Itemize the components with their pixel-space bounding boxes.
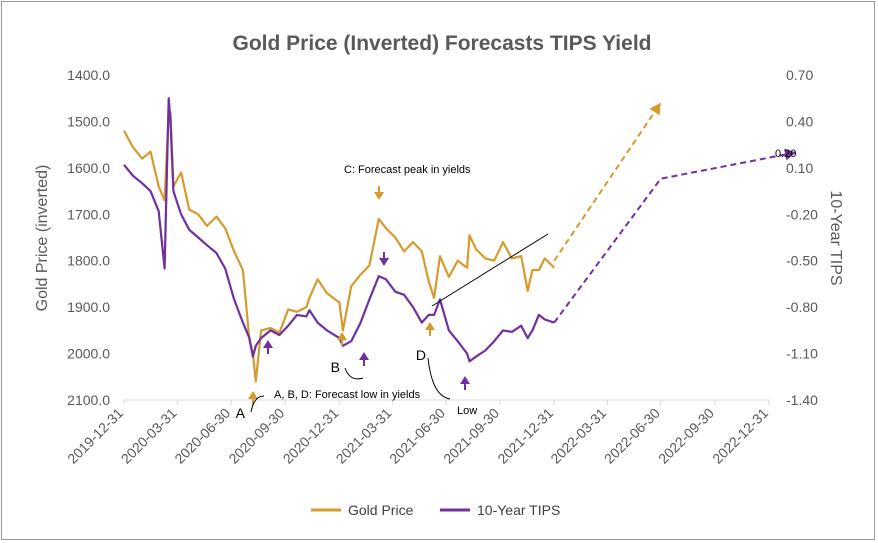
- annotation-layer: A B D A, B, D: Forecast low in yields C: For…: [236, 148, 797, 421]
- series-line-3: [553, 151, 797, 324]
- end-value-label: 0.20: [775, 148, 796, 160]
- x-tick-label: 2021-03-31: [333, 405, 395, 467]
- label-b: B: [331, 359, 340, 375]
- y-right-tick-label: -0.50: [786, 253, 818, 269]
- x-tick-label: 2020-06-30: [171, 405, 233, 467]
- legend-label-gold: Gold Price: [348, 502, 414, 518]
- y-right-tick-label: -1.10: [786, 346, 818, 362]
- y-axis-right: 0.70 0.40 0.10 -0.20 -0.50 -0.80 -1.10 -1.40: [786, 67, 818, 408]
- bracket-b: [344, 367, 364, 380]
- x-tick-label: 2020-12-31: [280, 405, 342, 467]
- x-tick-label: 2022-06-30: [601, 405, 663, 467]
- y-left-tick-label: 1900.0: [67, 299, 110, 315]
- y-axis-right-title: 10-Year TIPS: [827, 190, 844, 285]
- x-tick-label: 2020-03-31: [118, 405, 180, 467]
- series-layer: [123, 97, 797, 383]
- series-line-2: [553, 102, 662, 262]
- y-axis-left: 1400.0 1500.0 1600.0 1700.0 1800.0 1900.0 2000…: [67, 67, 110, 408]
- y-left-tick-label: 1700.0: [67, 206, 110, 222]
- x-tick-label: 2021-12-31: [494, 405, 556, 467]
- arrow-d-gold: [425, 322, 435, 330]
- label-d: D: [416, 347, 426, 363]
- x-tick-label: 2021-06-30: [386, 405, 448, 467]
- y-left-tick-label: 2100.0: [67, 392, 110, 408]
- y-right-tick-label: 0.10: [786, 160, 813, 176]
- trend-connector-line: [431, 233, 549, 307]
- series-line-0: [123, 110, 555, 383]
- bracket-a: [250, 395, 265, 413]
- arrow-a-tips: [263, 340, 273, 348]
- series-line-1: [123, 97, 555, 363]
- arrow-a-gold: [248, 391, 258, 399]
- tips-forecast-arrowhead: [784, 148, 797, 161]
- legend-label-tips: 10-Year TIPS: [477, 502, 560, 518]
- y-left-tick-label: 1500.0: [67, 113, 110, 129]
- bracket-d: [427, 357, 451, 400]
- arrow-c-tips: [379, 258, 389, 266]
- chart-title: Gold Price (Inverted) Forecasts TIPS Yie…: [233, 32, 652, 55]
- y-right-tick-label: 0.70: [786, 67, 813, 83]
- arrow-low-tips: [460, 376, 470, 384]
- y-right-tick-label: -0.20: [786, 206, 818, 222]
- y-right-tick-label: -1.40: [786, 392, 818, 408]
- svg-text:10-Year TIPS: 10-Year TIPS: [827, 190, 844, 285]
- label-a: A: [236, 405, 246, 421]
- note-low: Low: [457, 405, 477, 417]
- arrow-c-gold: [374, 192, 384, 200]
- y-right-tick-label: -0.80: [786, 299, 818, 315]
- note-peak-in-yields: C: Forecast peak in yields: [344, 164, 471, 176]
- y-left-tick-label: 1400.0: [67, 67, 110, 83]
- x-tick-label: 2019-12-31: [64, 405, 126, 467]
- x-tick-label: 2022-12-31: [709, 405, 771, 467]
- svg-text:Gold Price (inverted): Gold Price (inverted): [34, 165, 51, 312]
- y-right-tick-label: 0.40: [786, 113, 813, 129]
- gold-forecast-arrowhead: [649, 102, 661, 116]
- x-tick-label: 2022-09-30: [655, 405, 717, 467]
- x-axis: 2019-12-312020-03-312020-06-302020-09-30…: [64, 399, 771, 467]
- arrow-b-gold: [337, 332, 347, 340]
- x-tick-label: 2022-03-31: [547, 405, 609, 467]
- y-left-tick-label: 1600.0: [67, 160, 110, 176]
- arrow-b-tips: [359, 352, 369, 360]
- y-left-tick-label: 2000.0: [67, 346, 110, 362]
- y-left-tick-label: 1800.0: [67, 253, 110, 269]
- y-axis-left-title: Gold Price (inverted): [34, 165, 51, 312]
- note-low-in-yields: A, B, D: Forecast low in yields: [274, 389, 421, 401]
- legend: Gold Price 10-Year TIPS: [311, 502, 560, 518]
